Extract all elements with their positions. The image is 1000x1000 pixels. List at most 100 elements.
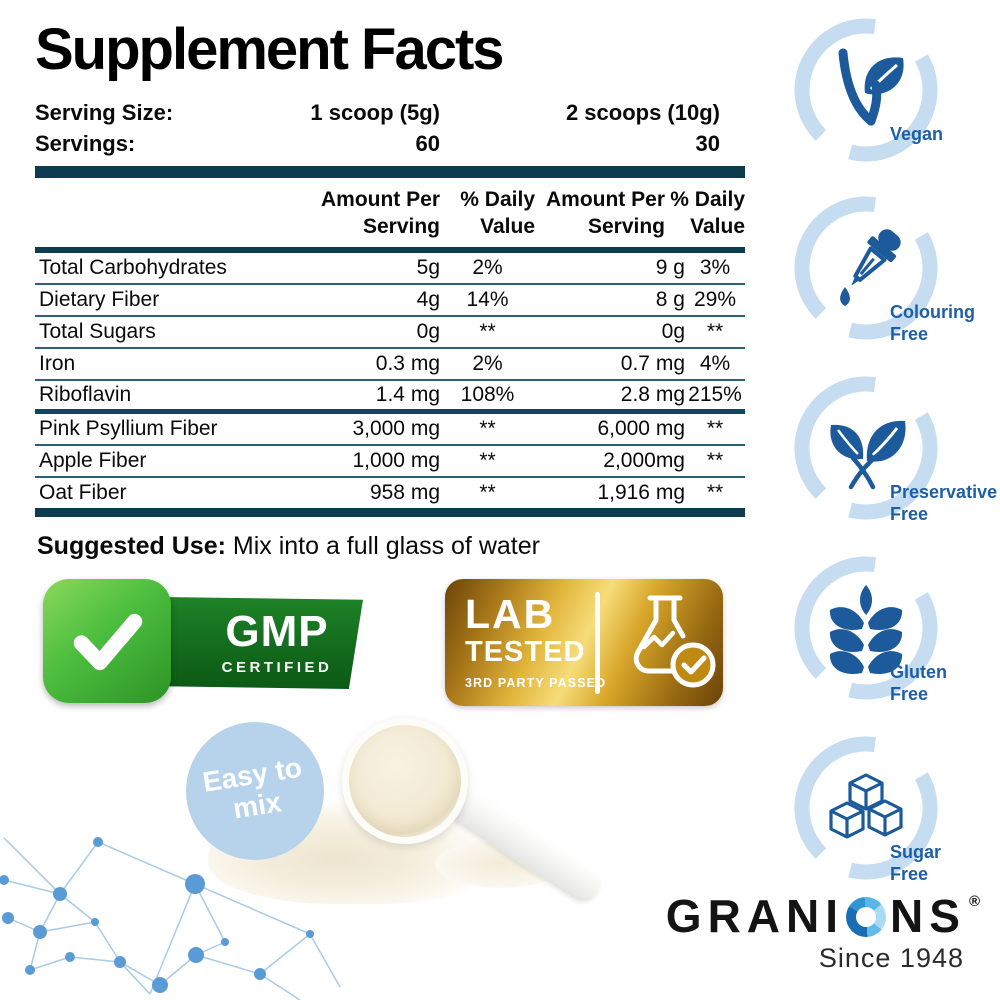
row-amount-2: 2,000mg (603, 448, 685, 472)
arc-ring (794, 736, 938, 880)
row-amount-2: 2.8 mg (620, 382, 685, 406)
brand-ring-icon (846, 897, 887, 938)
row-amount-1: 0g (416, 319, 440, 343)
row-amount-2: 8 g (655, 287, 685, 311)
table-row: Iron 0.3 mg 2% 0.7 mg 4% (35, 349, 745, 381)
brand-name: GRANI NS ® (665, 890, 980, 942)
row-dv-2: ** (706, 319, 724, 343)
row-amount-1: 3,000 mg (352, 416, 440, 440)
gmp-subtitle: CERTIFIED (221, 659, 333, 676)
feature-sugar-free: Sugar Free (778, 726, 993, 904)
table-row: Riboflavin 1.4 mg 108% 2.8 mg 215% (35, 381, 745, 414)
brand-tagline: Since 1948 (818, 943, 964, 974)
feature-gluten-free: Gluten Free (778, 546, 993, 724)
row-amount-2: 6,000 mg (597, 416, 685, 440)
row-name: Apple Fiber (39, 448, 147, 472)
row-amount-1: 1.4 mg (375, 382, 440, 406)
feature-label: Vegan (890, 124, 944, 144)
page-title: Supplement Facts (35, 17, 505, 82)
servings-value-2: 30 (695, 130, 720, 156)
servings-value-1: 60 (415, 130, 440, 156)
row-amount-2: 1,916 mg (597, 480, 685, 504)
easy-to-mix-bubble: Easy to mix (186, 722, 324, 860)
table-bottom-divider (35, 507, 745, 517)
row-name: Pink Psyllium Fiber (39, 416, 218, 440)
table-row: Dietary Fiber 4g 14% 8 g 29% (35, 285, 745, 317)
arc-ring (794, 196, 938, 340)
table-row: Total Sugars 0g ** 0g ** (35, 317, 745, 349)
header-dv-2: % Daily Value (670, 187, 745, 238)
row-dv-1: 2% (472, 351, 503, 375)
lab-line2: TESTED (465, 636, 586, 669)
brand-logo: GRANI NS ® Since 1948 (580, 892, 980, 974)
row-dv-1: 108% (460, 382, 515, 406)
leaves-icon (830, 420, 906, 490)
easy-to-mix-text: Easy to mix (200, 751, 305, 825)
servings-label: Servings: (35, 130, 136, 156)
suggested-use-label: Suggested Use: (37, 531, 226, 560)
arc-ring (794, 556, 938, 700)
lab-badge-divider (595, 591, 600, 694)
feature-preservative-free: Preservative Free (778, 366, 997, 544)
table-header-row: Amount Per Serving % Daily Value Amount … (35, 178, 745, 247)
table-row: Oat Fiber 958 mg ** 1,916 mg ** (35, 478, 745, 508)
serving-size-value-2: 2 scoops (10g) (565, 99, 720, 125)
row-dv-1: ** (479, 319, 496, 343)
row-amount-2: 9 g (655, 255, 685, 279)
row-dv-2: ** (706, 416, 724, 440)
row-dv-2: 215% (688, 382, 742, 406)
row-dv-1: ** (479, 416, 496, 440)
badge-row: GMP CERTIFIED LAB TESTED 3RD PARTY PASSE… (35, 573, 745, 713)
table-row: Total Carbohydrates 5g 2% 9 g 3% (35, 253, 745, 285)
check-icon (73, 613, 143, 671)
vegan-leaf-icon (838, 48, 904, 126)
row-amount-1: 958 mg (369, 480, 440, 504)
row-amount-1: 5g (416, 255, 440, 279)
row-dv-1: ** (479, 480, 496, 504)
row-dv-2: 29% (693, 287, 737, 311)
lab-line1: LAB (465, 590, 556, 637)
gmp-check-box (43, 579, 171, 703)
row-amount-1: 0.3 mg (375, 351, 440, 375)
row-amount-1: 4g (416, 287, 440, 311)
row-dv-1: 14% (466, 287, 509, 311)
lab-line3: 3RD PARTY PASSED (465, 676, 607, 691)
row-name: Iron (39, 351, 76, 375)
row-dv-1: ** (479, 448, 496, 472)
row-dv-2: 3% (699, 255, 731, 279)
row-name: Dietary Fiber (39, 287, 160, 311)
network-pattern (0, 837, 341, 1000)
serving-size-label: Serving Size: (35, 99, 174, 125)
table-row: Pink Psyllium Fiber 3,000 mg ** 6,000 mg… (35, 414, 745, 446)
row-name: Total Carbohydrates (39, 255, 227, 279)
row-amount-2: 0g (661, 319, 685, 343)
sugar-cubes-icon (829, 773, 903, 839)
scoop-cup (342, 718, 468, 844)
row-amount-1: 1,000 mg (352, 448, 440, 472)
registered-mark: ® (968, 893, 980, 910)
arc-ring (794, 376, 938, 520)
dropper-icon (840, 229, 901, 306)
table-top-divider (35, 165, 745, 178)
gmp-title: GMP (225, 607, 329, 656)
row-name: Oat Fiber (39, 480, 127, 504)
feature-label: Sugar Free (890, 842, 942, 884)
feature-vegan: Vegan (778, 8, 993, 186)
suggested-use-text: Mix into a full glass of water (225, 531, 540, 560)
gmp-banner: GMP CERTIFIED (161, 597, 363, 689)
powder-scoop-image: Easy to mix (180, 712, 650, 917)
row-dv-2: ** (706, 448, 724, 472)
row-name: Riboflavin (39, 382, 132, 406)
serving-size-row: Serving Size: 1 scoop (5g) 2 scoops (10g… (35, 97, 745, 159)
row-dv-2: 4% (699, 351, 731, 375)
feature-label: Gluten Free (890, 662, 947, 704)
lab-flask-check-icon (633, 595, 716, 688)
supplement-facts-panel: Supplement Facts Serving Size: 1 scoop (… (35, 17, 745, 561)
header-amount-1: Amount Per Serving (320, 187, 440, 238)
wheat-icon (829, 585, 903, 674)
feature-label: Preservative Free (890, 482, 998, 524)
table-row: Apple Fiber 1,000 mg ** 2,000mg ** (35, 446, 745, 478)
row-name: Total Sugars (39, 319, 156, 343)
lab-tested-badge: LAB TESTED 3RD PARTY PASSED (445, 579, 723, 706)
row-dv-2: ** (706, 480, 724, 504)
